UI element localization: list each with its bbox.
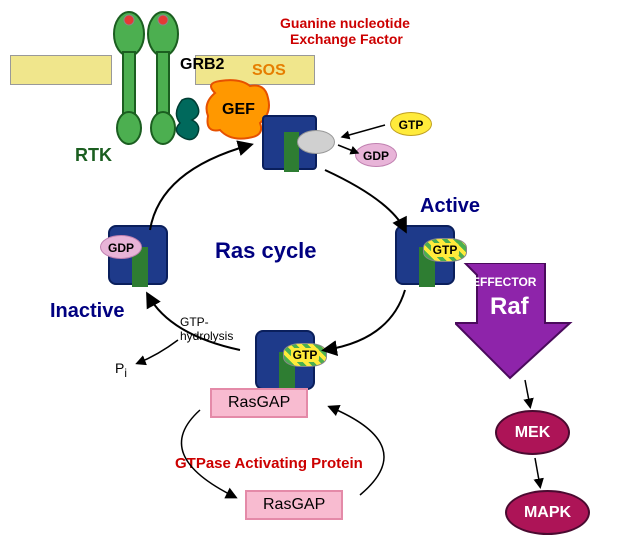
raf-label: Raf: [490, 293, 529, 321]
hydrolysis-line2: hydrolysis: [180, 329, 233, 343]
pi-p: P: [115, 360, 124, 376]
grb2-label: GRB2: [180, 56, 224, 74]
title-line1: Guanine nucleotide: [280, 15, 410, 31]
rasgap-cycle-arrows: [150, 395, 430, 515]
cycle-arrows: [90, 120, 470, 420]
sos-label: SOS: [252, 62, 286, 80]
pi-arrow: [128, 335, 188, 375]
mapk-label: MAPK: [524, 504, 571, 522]
pi-label: Pi: [115, 360, 127, 380]
membrane-bar-left: [10, 55, 112, 85]
title-line2: Exchange Factor: [290, 31, 403, 47]
hydrolysis-line1: GTP-: [180, 315, 233, 329]
cascade-arrows: [510, 378, 560, 498]
effector-label: EFFECTOR: [472, 275, 536, 289]
hydrolysis-label: GTP- hydrolysis: [180, 315, 233, 343]
gef-label: GEF: [222, 101, 255, 119]
pi-i: i: [124, 367, 127, 380]
